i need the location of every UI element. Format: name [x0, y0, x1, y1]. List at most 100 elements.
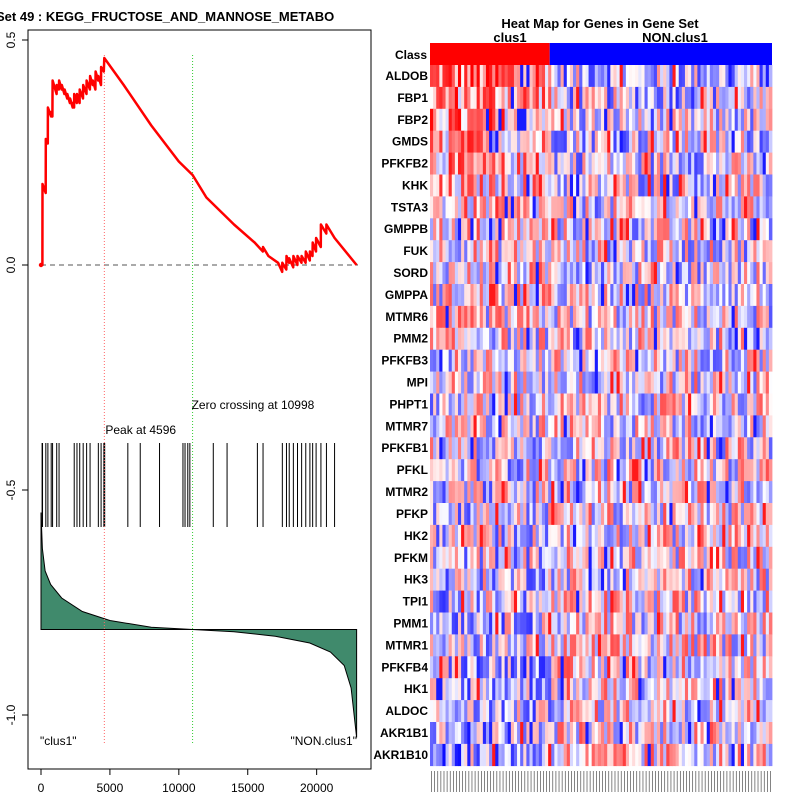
- heatmap-cell: [731, 590, 736, 613]
- heatmap-cell: [454, 568, 459, 591]
- heatmap-cell: [691, 524, 695, 548]
- heatmap-cell: [653, 130, 658, 153]
- heatmap-cell: [719, 130, 723, 153]
- heatmap-cell: [473, 305, 478, 329]
- heatmap-cell: [510, 262, 515, 285]
- heatmap-cell: [461, 568, 465, 591]
- heatmap-cell: [625, 65, 630, 88]
- heatmap-cell: [762, 196, 767, 219]
- heatmap-cell: [461, 305, 465, 329]
- heatmap-cell: [712, 130, 717, 153]
- heatmap-cell: [588, 612, 593, 635]
- heatmap-cell: [535, 174, 540, 197]
- heatmap-cell: [439, 503, 443, 526]
- heatmap-cell: [666, 305, 670, 329]
- heatmap-cell: [653, 700, 658, 723]
- heatmap-cell: [691, 262, 695, 285]
- heatmap-cell: [442, 65, 446, 88]
- heatmap-cell: [756, 678, 760, 701]
- heatmap-cell: [604, 349, 608, 372]
- heatmap-cell: [756, 546, 760, 569]
- heatmap-cell: [681, 130, 686, 153]
- heatmap-cell: [750, 590, 754, 613]
- heatmap-cell: [762, 415, 767, 438]
- heatmap-cell: [768, 568, 773, 591]
- heatmap-cell: [638, 656, 642, 679]
- heatmap-cell: [672, 481, 677, 504]
- heatmap-cell: [728, 415, 732, 438]
- heatmap-cell: [691, 634, 695, 657]
- heatmap-cell: [464, 240, 468, 263]
- heatmap-cell: [529, 678, 533, 701]
- heatmap-cell: [632, 130, 636, 153]
- heatmap-cell: [510, 590, 515, 613]
- heatmap-cell: [554, 262, 558, 285]
- heatmap-cell: [628, 546, 633, 569]
- heatmap-cell: [740, 546, 745, 569]
- heatmap-cell: [563, 108, 568, 131]
- heatmap-cell: [504, 305, 509, 329]
- heatmap-cell: [681, 568, 686, 591]
- heatmap-cell: [470, 130, 474, 153]
- heatmap-cell: [470, 262, 474, 285]
- heatmap-cell: [557, 393, 561, 416]
- heatmap-cell: [750, 678, 754, 701]
- heatmap-cell: [610, 349, 614, 372]
- heatmap-cell: [688, 284, 692, 307]
- heatmap-cell: [744, 481, 748, 504]
- heatmap-cell: [545, 437, 549, 460]
- heatmap-cell: [517, 415, 521, 438]
- heatmap-cell: [601, 305, 605, 329]
- heatmap-cell: [510, 481, 515, 504]
- heatmap-cell: [457, 305, 462, 329]
- heatmap-cell: [672, 130, 677, 153]
- heatmap-cell: [722, 305, 726, 329]
- heatmap-cell: [473, 459, 478, 482]
- heatmap-cell: [697, 240, 701, 263]
- heatmap-cell: [740, 656, 745, 679]
- heatmap-cell: [669, 284, 673, 307]
- heatmap-cell: [762, 722, 767, 745]
- heatmap-cell: [666, 503, 670, 526]
- heatmap-cell: [545, 546, 549, 569]
- heatmap-cell: [433, 371, 437, 394]
- heatmap-cell: [635, 130, 639, 153]
- heatmap-cell: [476, 327, 481, 350]
- heatmap-cell: [647, 86, 652, 110]
- heatmap-cell: [672, 743, 677, 767]
- heatmap-cell: [569, 612, 574, 635]
- heatmap-cell: [476, 612, 481, 635]
- heatmap-cell: [470, 196, 474, 219]
- heatmap-cell: [725, 86, 729, 110]
- heatmap-cell: [504, 196, 509, 219]
- heatmap-cell: [747, 743, 751, 767]
- heatmap-cell: [681, 284, 686, 307]
- heatmap-cell: [672, 262, 677, 285]
- heatmap-cell: [597, 459, 602, 482]
- heatmap-cell: [700, 327, 704, 350]
- heatmap-cell: [470, 481, 474, 504]
- heatmap-cell: [734, 196, 739, 219]
- heatmap-cell: [610, 524, 614, 548]
- heatmap-cell: [436, 262, 440, 285]
- heatmap-cell: [523, 722, 527, 745]
- heatmap-cell: [694, 284, 698, 307]
- heatmap-cell: [457, 634, 462, 657]
- heatmap-cell: [517, 393, 521, 416]
- heatmap-cell: [545, 524, 549, 548]
- heatmap-cell: [554, 524, 558, 548]
- heatmap-cell: [632, 678, 636, 701]
- heatmap-cell: [731, 305, 736, 329]
- heatmap-cell: [737, 722, 742, 745]
- heatmap-cell: [753, 546, 757, 569]
- heatmap-cell: [728, 174, 732, 197]
- heatmap-cell: [734, 305, 739, 329]
- heatmap-cell: [703, 546, 708, 569]
- heatmap-cell: [709, 678, 714, 701]
- heatmap-cell: [753, 65, 757, 88]
- heatmap-cell: [504, 174, 509, 197]
- heatmap-cell: [684, 240, 689, 263]
- heatmap-cell: [719, 634, 723, 657]
- heatmap-cell: [507, 174, 512, 197]
- heatmap-cell: [759, 349, 764, 372]
